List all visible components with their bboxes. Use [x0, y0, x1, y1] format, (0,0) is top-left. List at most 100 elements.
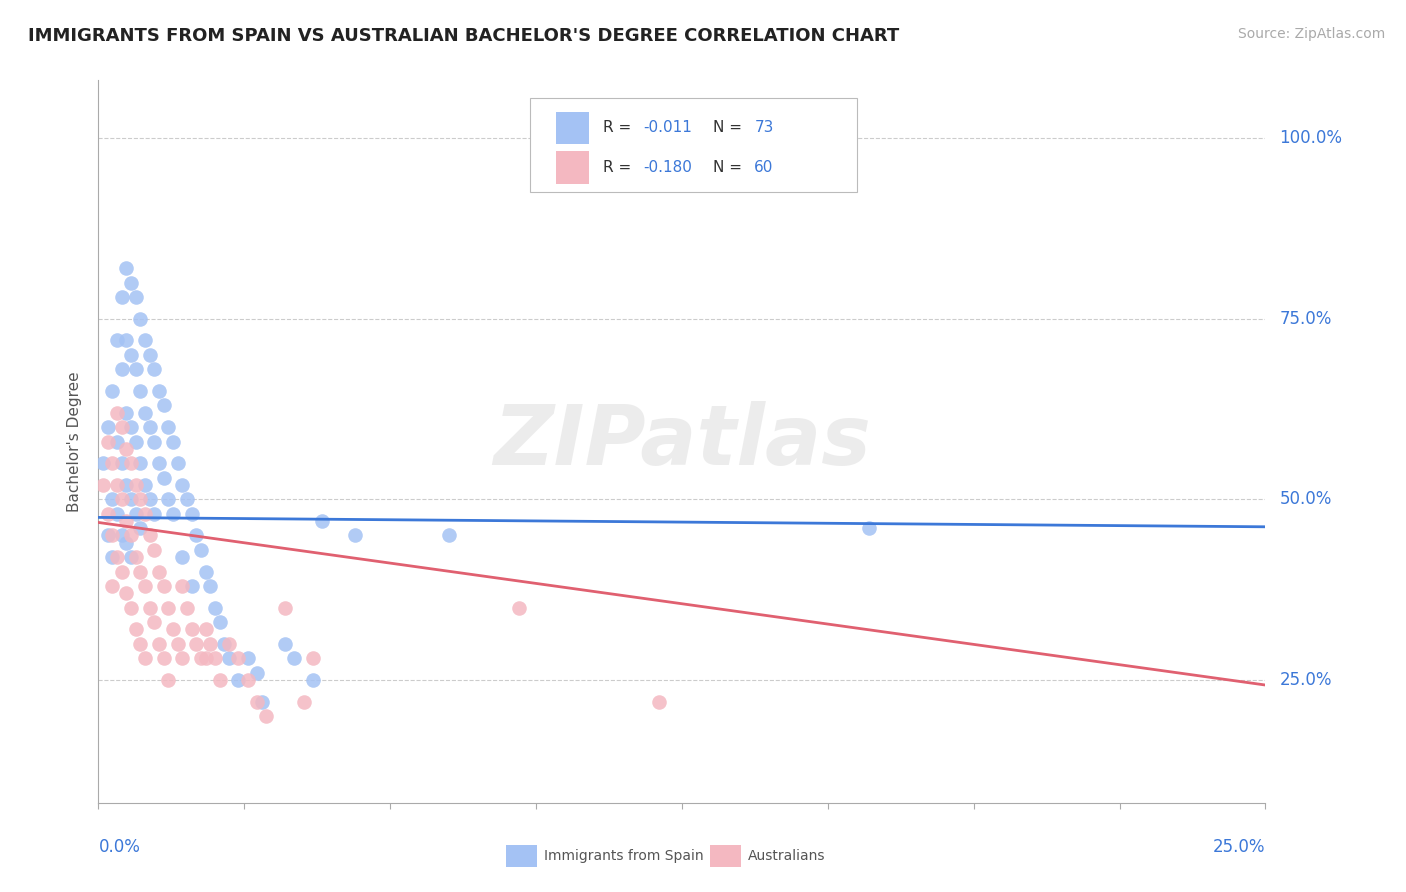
Point — [143, 542, 166, 557]
Point — [302, 651, 325, 665]
Point — [111, 420, 134, 434]
Point — [218, 651, 240, 665]
Point — [148, 384, 170, 398]
Point — [91, 478, 114, 492]
Point — [139, 420, 162, 434]
Point — [236, 673, 259, 687]
Point — [148, 565, 170, 579]
Point — [111, 528, 134, 542]
Point — [186, 637, 208, 651]
Point — [129, 565, 152, 579]
Point — [125, 434, 148, 449]
Point — [125, 478, 148, 492]
Point — [105, 478, 128, 492]
Text: -0.180: -0.180 — [644, 160, 692, 175]
Text: 25.0%: 25.0% — [1279, 671, 1331, 689]
Point — [208, 615, 231, 630]
Point — [162, 623, 184, 637]
Point — [139, 348, 162, 362]
Text: IMMIGRANTS FROM SPAIN VS AUSTRALIAN BACHELOR'S DEGREE CORRELATION CHART: IMMIGRANTS FROM SPAIN VS AUSTRALIAN BACH… — [28, 27, 900, 45]
Point — [214, 637, 236, 651]
Point — [172, 579, 194, 593]
Text: 73: 73 — [754, 120, 773, 136]
Point — [437, 528, 460, 542]
Point — [143, 434, 166, 449]
Point — [134, 334, 156, 348]
Point — [139, 528, 162, 542]
Point — [134, 579, 156, 593]
Point — [148, 637, 170, 651]
Point — [143, 362, 166, 376]
Point — [172, 478, 194, 492]
Point — [344, 528, 367, 542]
Point — [129, 521, 152, 535]
Point — [134, 651, 156, 665]
Point — [200, 579, 222, 593]
Text: 0.0%: 0.0% — [98, 838, 141, 855]
Text: N =: N = — [713, 120, 748, 136]
Point — [115, 535, 138, 549]
Text: 100.0%: 100.0% — [1279, 129, 1343, 147]
Point — [292, 695, 315, 709]
Text: 50.0%: 50.0% — [1279, 491, 1331, 508]
Point — [111, 565, 134, 579]
Point — [120, 528, 142, 542]
Point — [105, 434, 128, 449]
Point — [125, 290, 148, 304]
Point — [115, 478, 138, 492]
Point — [152, 651, 174, 665]
Point — [101, 492, 124, 507]
Point — [204, 600, 226, 615]
Point — [97, 507, 120, 521]
Point — [120, 600, 142, 615]
Point — [302, 673, 325, 687]
Point — [228, 651, 250, 665]
Point — [152, 579, 174, 593]
Point — [125, 623, 148, 637]
Point — [115, 586, 138, 600]
Point — [129, 456, 152, 470]
Point — [105, 334, 128, 348]
Point — [111, 456, 134, 470]
Point — [134, 478, 156, 492]
Text: Australians: Australians — [748, 849, 825, 863]
Point — [115, 334, 138, 348]
Point — [250, 695, 273, 709]
Point — [120, 550, 142, 565]
Point — [120, 420, 142, 434]
Point — [115, 442, 138, 456]
Point — [508, 600, 530, 615]
Point — [120, 276, 142, 290]
Point — [157, 600, 180, 615]
Point — [125, 507, 148, 521]
Point — [129, 311, 152, 326]
Point — [105, 507, 128, 521]
Point — [148, 456, 170, 470]
Point — [162, 434, 184, 449]
Point — [129, 637, 152, 651]
Point — [120, 348, 142, 362]
Point — [120, 456, 142, 470]
Point — [97, 420, 120, 434]
Point — [157, 420, 180, 434]
Point — [91, 456, 114, 470]
Point — [246, 665, 269, 680]
Point — [101, 579, 124, 593]
Point — [176, 600, 198, 615]
Point — [139, 492, 162, 507]
Text: 25.0%: 25.0% — [1213, 838, 1265, 855]
Text: 75.0%: 75.0% — [1279, 310, 1331, 327]
Point — [283, 651, 305, 665]
Point — [139, 600, 162, 615]
Point — [129, 384, 152, 398]
Point — [157, 673, 180, 687]
Point — [180, 623, 202, 637]
Text: Immigrants from Spain: Immigrants from Spain — [544, 849, 704, 863]
Text: Source: ZipAtlas.com: Source: ZipAtlas.com — [1237, 27, 1385, 41]
Point — [129, 492, 152, 507]
FancyBboxPatch shape — [555, 112, 589, 145]
Point — [111, 290, 134, 304]
Point — [105, 406, 128, 420]
Point — [101, 384, 124, 398]
Point — [120, 492, 142, 507]
